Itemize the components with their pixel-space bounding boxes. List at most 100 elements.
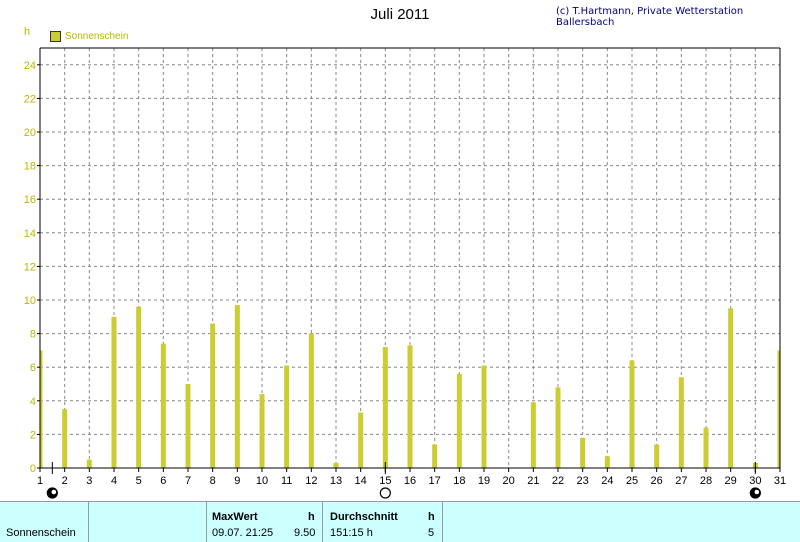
x-tick-label: 29 <box>725 475 737 487</box>
sunshine-bar <box>284 365 290 468</box>
y-tick-label: 16 <box>24 194 36 206</box>
x-tick-label: 11 <box>281 475 292 487</box>
sunshine-bar <box>40 350 43 468</box>
x-tick-label: 5 <box>136 475 142 487</box>
y-tick-label: 2 <box>30 429 36 441</box>
x-tick-label: 1 <box>37 475 43 487</box>
x-tick-label: 13 <box>330 475 342 487</box>
x-tick-label: 2 <box>62 475 68 487</box>
y-tick-label: 4 <box>30 396 36 408</box>
new-moon-highlight <box>51 489 57 495</box>
sunshine-bar <box>185 384 191 468</box>
x-tick-label: 16 <box>404 475 416 487</box>
sunshine-bar <box>62 409 68 468</box>
x-tick-label: 12 <box>305 475 317 487</box>
x-tick-label: 30 <box>749 475 761 487</box>
sunshine-bar <box>432 444 438 468</box>
x-tick-label: 17 <box>429 475 441 487</box>
x-tick-label: 9 <box>234 475 240 487</box>
y-tick-label: 22 <box>24 93 36 105</box>
y-tick-label: 18 <box>24 161 36 173</box>
sunshine-bar <box>111 316 117 468</box>
sunshine-bar <box>333 462 339 468</box>
sunshine-bar <box>234 305 240 468</box>
y-tick-label: 6 <box>30 362 36 374</box>
moon-phases <box>46 462 761 499</box>
sunshine-bar <box>136 306 142 468</box>
avg-unit: h <box>428 511 435 523</box>
sunshine-bar <box>160 343 166 468</box>
x-tick-label: 4 <box>111 475 117 487</box>
sunshine-bar <box>555 387 561 468</box>
sunshine-bar <box>308 333 314 468</box>
x-tick-label: 25 <box>626 475 638 487</box>
x-tick-label: 31 <box>774 475 786 487</box>
y-unit-label: h <box>24 26 31 38</box>
y-tick-label: 14 <box>24 228 36 240</box>
footer-divider <box>88 502 89 542</box>
sunshine-bar <box>259 394 265 468</box>
x-tick-labels: 1 2 3 4 5 6 7 8 9 10 11 12 13 14 15 16 17 18 19 20 21 22 23 24 2… <box>37 475 786 487</box>
x-tick-label: 3 <box>86 475 92 487</box>
y-tick-label: 8 <box>30 329 36 341</box>
x-tick-label: 21 <box>527 475 539 487</box>
chart-axes <box>37 47 781 472</box>
sunshine-bar <box>358 412 364 468</box>
sunshine-bar <box>456 373 462 468</box>
sunshine-bar <box>728 308 734 468</box>
sunshine-bar <box>703 427 709 468</box>
legend: Sonnenschein <box>50 31 128 42</box>
legend-swatch <box>50 31 61 42</box>
avg-value: 151:15 h <box>330 527 373 539</box>
sunshine-bar <box>86 459 92 468</box>
x-tick-label: 8 <box>210 475 216 487</box>
x-tick-label: 28 <box>700 475 712 487</box>
y-tick-label: 20 <box>24 127 36 139</box>
x-tick-label: 15 <box>379 475 391 487</box>
max-datetime: 09.07. 21:25 <box>212 527 274 539</box>
sunshine-bar <box>777 350 780 468</box>
sunshine-bar <box>604 456 610 468</box>
y-tick-label: 0 <box>30 463 36 475</box>
footer-divider <box>322 502 323 542</box>
sunshine-bar <box>210 323 216 468</box>
sunshine-bar <box>481 365 487 468</box>
sunshine-bar <box>382 347 388 468</box>
stats-footer: Sonnenschein MaxWert h 09.07. 21:25 9.50… <box>0 501 800 542</box>
x-tick-label: 22 <box>552 475 564 487</box>
sunshine-bar <box>654 444 660 468</box>
y-tick-label: 12 <box>24 261 36 273</box>
sunshine-bar <box>629 360 635 468</box>
legend-label: Sonnenschein <box>65 31 129 42</box>
chart-bars <box>40 305 780 468</box>
new-moon-highlight <box>754 489 760 495</box>
max-value: 9.50 <box>294 527 316 539</box>
sunshine-bar <box>530 402 536 468</box>
x-tick-label: 27 <box>675 475 687 487</box>
max-header: MaxWert <box>212 511 258 523</box>
credit-text: (c) T.Hartmann, Private Wetterstation Ba… <box>556 6 744 28</box>
x-tick-label: 24 <box>601 475 613 487</box>
avg-count: 5 <box>428 527 435 539</box>
max-unit: h <box>308 511 315 523</box>
y-tick-label: 10 <box>24 295 36 307</box>
footer-divider <box>442 502 443 542</box>
x-tick-label: 18 <box>453 475 465 487</box>
sunshine-bar <box>407 345 413 468</box>
chart-title: Juli 2011 <box>370 6 430 23</box>
x-tick-label: 23 <box>577 475 589 487</box>
sunshine-bar <box>678 377 684 468</box>
x-tick-label: 7 <box>185 475 191 487</box>
x-tick-label: 10 <box>256 475 268 487</box>
x-tick-label: 20 <box>503 475 515 487</box>
y-tick-label: 24 <box>24 60 36 72</box>
footer-row-label: Sonnenschein <box>6 527 76 539</box>
x-tick-label: 26 <box>651 475 663 487</box>
avg-header: Durchschnitt <box>330 511 398 523</box>
full-moon-icon <box>379 487 391 499</box>
x-tick-label: 19 <box>478 475 490 487</box>
x-tick-label: 6 <box>160 475 166 487</box>
x-tick-label: 14 <box>355 475 367 487</box>
